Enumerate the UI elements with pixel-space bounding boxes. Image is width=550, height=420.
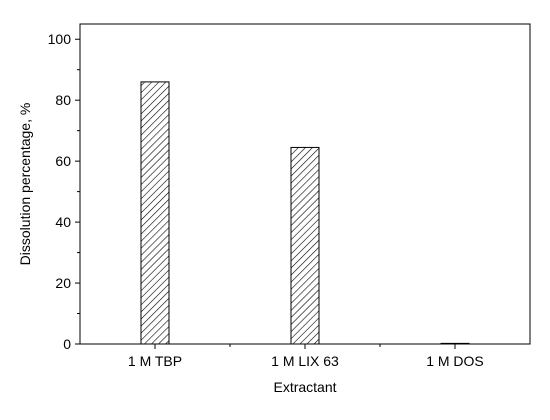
- y-axis-ticks: 0 20 40 60 80 100: [48, 31, 80, 352]
- x-axis-ticks: 1 M TBP 1 M LIX 63 1 M DOS: [128, 344, 484, 369]
- x-tick-label: 1 M LIX 63: [271, 353, 339, 369]
- y-tick-label: 0: [63, 336, 71, 352]
- y-tick-label: 60: [55, 153, 71, 169]
- bars-layer: [140, 81, 470, 345]
- y-axis-label: Dissolution percentage, %: [17, 103, 33, 266]
- x-tick-label: 1 M TBP: [128, 353, 182, 369]
- y-tick-label: 20: [55, 275, 71, 291]
- x-axis-label: Extractant: [273, 379, 336, 395]
- x-tick-label: 1 M DOS: [426, 353, 484, 369]
- y-tick-label: 40: [55, 214, 71, 230]
- bar-1-m-lix-63: [290, 146, 320, 345]
- bar-1-m-tbp: [140, 81, 170, 345]
- y-tick-label: 100: [48, 31, 72, 47]
- y-tick-label: 80: [55, 92, 71, 108]
